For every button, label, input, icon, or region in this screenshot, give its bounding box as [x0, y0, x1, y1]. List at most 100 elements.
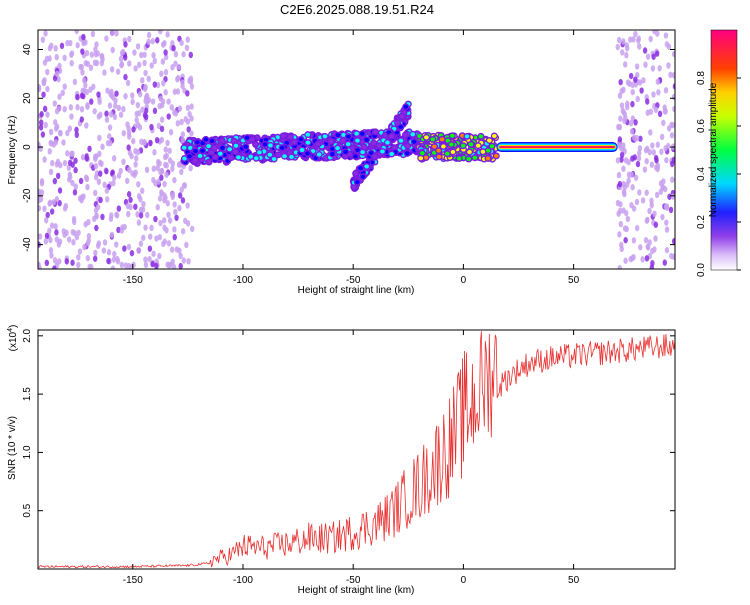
spectrogram-noise-dot	[53, 119, 58, 126]
spectrogram-noise-dot	[62, 83, 67, 90]
snr-x-label: Height of straight line (km)	[298, 585, 415, 596]
spectrogram-noise-dot	[126, 210, 131, 218]
spectrogram-noise-dot	[621, 38, 626, 45]
spectrogram-noise-dot	[155, 204, 160, 211]
spectrogram-noise-dot	[80, 48, 85, 55]
spectrogram-noise-dot	[61, 139, 66, 146]
spectrogram-noise-dot	[160, 58, 166, 65]
spectrogram-noise-dot	[57, 238, 63, 245]
spectrogram-noise-dot	[53, 139, 59, 146]
spectrogram-noise-dot	[620, 145, 625, 153]
spectrogram-noise-dot	[74, 131, 79, 139]
spectrogram-noise-dot	[158, 168, 163, 176]
spectrogram-noise-dot	[164, 171, 169, 178]
spectrogram-noise-dot	[644, 217, 650, 224]
spectrogram-noise-dot	[664, 156, 669, 164]
spectrogram-noise-dot	[178, 252, 183, 260]
spectrogram-band-cell	[206, 159, 212, 164]
spectrogram-noise-dot	[151, 165, 157, 172]
spectrogram-noise-dot	[131, 126, 136, 133]
snr-x-tick-label: 0	[461, 575, 467, 586]
spectrogram-noise-dot	[116, 104, 122, 112]
spectrogram-noise-dot	[661, 119, 666, 126]
spectrogram-noise-dot	[618, 78, 623, 86]
spectrogram-noise-dot	[649, 161, 655, 168]
spectrogram-noise-dot	[616, 171, 622, 179]
spectrogram-noise-dot	[180, 197, 186, 204]
spectrogram-noise-dot	[110, 30, 115, 36]
spectrogram-band-cell	[420, 151, 425, 156]
spectrogram-noise-dot	[75, 42, 80, 49]
spectrogram-noise-dot	[105, 196, 110, 203]
spectrogram-noise-dot	[189, 130, 194, 137]
spectrogram-noise-dot	[638, 135, 643, 142]
spectrogram-noise-dot	[625, 45, 630, 52]
spectrogram-noise-dot	[42, 156, 47, 163]
spectrogram-band-cell	[220, 145, 225, 150]
spectrogram-noise-dot	[181, 51, 186, 58]
spectrogram-y-tick-label: -20	[22, 188, 33, 203]
spectrogram-noise-dot	[45, 85, 50, 93]
spectrogram-noise-dot	[154, 262, 159, 269]
spectrogram-noise-dot	[112, 250, 117, 258]
spectrogram-band-cell	[432, 144, 437, 149]
spectrogram-noise-dot	[617, 92, 623, 99]
spectrogram-noise-dot	[637, 145, 643, 152]
snr-y-label: SNR (10 * v/v)	[7, 416, 18, 480]
spectrogram-noise-dot	[106, 257, 111, 265]
spectrogram-noise-dot	[623, 61, 628, 68]
spectrogram-noise-dot	[652, 210, 657, 218]
snr-y-tick-label: 1.5	[22, 387, 33, 401]
spectrogram-noise-dot	[85, 183, 90, 191]
spectrogram-y-ticks: -40 -20 0 20 40	[22, 44, 675, 252]
spectrogram-noise-dot	[633, 174, 639, 181]
spectrogram-noise-dot	[185, 90, 190, 97]
spectrogram-band-cell	[404, 151, 410, 156]
spectrogram-noise-dot	[72, 229, 77, 237]
spectrogram-noise-dot	[91, 215, 97, 223]
spectrogram-noise-dot	[52, 75, 58, 82]
spectrogram-noise-dot	[619, 241, 624, 249]
spectrogram-band-cell	[193, 149, 198, 154]
spectrogram-band-cell	[330, 152, 335, 157]
spectrogram-noise-dot	[153, 215, 158, 223]
spectrogram-noise-dot	[73, 157, 78, 164]
spectrogram-noise-dot	[648, 35, 653, 43]
spectrogram-noise-dot	[69, 113, 74, 120]
spectrogram-noise-dot	[39, 111, 44, 118]
spectrogram-noise-dot	[48, 139, 53, 147]
spectrogram-noise-dot	[637, 189, 642, 196]
spectrogram-noise-dot	[52, 100, 57, 107]
spectrogram-y-tick-label: 40	[22, 44, 33, 56]
spectrogram-band-cell	[194, 140, 200, 145]
spectrogram-band-cell	[209, 150, 214, 155]
spectrogram-noise-dot	[92, 108, 97, 115]
spectrogram-noise-dot	[649, 197, 654, 205]
spectrogram-noise-dot	[79, 106, 85, 113]
spectrogram-noise-dot	[159, 70, 164, 77]
spectrogram-noise-dot	[95, 204, 101, 211]
spectrogram-noise-dot	[146, 75, 151, 83]
spectrogram-noise-dot	[87, 145, 92, 153]
spectrogram-noise-dot	[188, 51, 194, 59]
spectrogram-band-cell	[372, 154, 378, 159]
spectrogram-noise-dot	[654, 50, 660, 57]
spectrogram-noise-dot	[47, 45, 53, 52]
snr-y-tick-label: 2.0	[22, 328, 33, 342]
spectrogram-noise-dot	[628, 36, 633, 43]
spectrogram-band-cell	[206, 144, 211, 149]
spectrogram-band-cell	[328, 139, 334, 144]
spectrogram-noise-dot	[111, 179, 116, 187]
spectrogram-noise-dot	[96, 178, 102, 185]
spectrogram-noise-dot	[82, 77, 87, 84]
spectrogram-noise-dot	[66, 236, 72, 243]
spectrogram-noise-dot	[651, 149, 656, 156]
spectrogram-band-cell	[389, 134, 394, 139]
spectrogram-noise-dot	[175, 120, 181, 127]
spectrogram-noise-dot	[666, 62, 671, 69]
spectrogram-noise-dot	[133, 65, 138, 72]
spectrogram-noise-dot	[80, 154, 86, 161]
spectrogram-noise-dot	[170, 165, 175, 172]
spectrogram-noise-dot	[69, 59, 74, 67]
spectrogram-noise-dot	[84, 122, 89, 129]
